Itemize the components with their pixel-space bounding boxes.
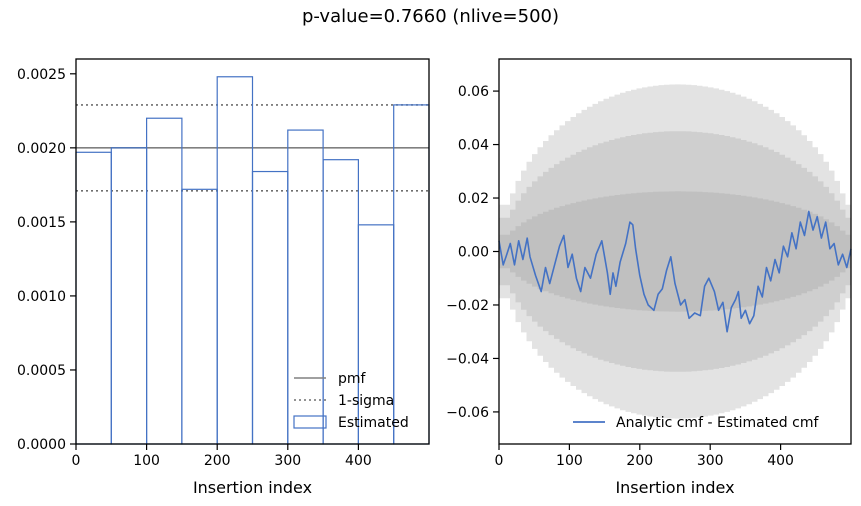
confidence-band-1 — [499, 191, 851, 312]
x-tick-label: 100 — [556, 453, 583, 469]
x-axis-label: Insertion index — [615, 478, 734, 497]
histogram-bar — [146, 117, 183, 445]
y-tick-label: 0.0015 — [17, 215, 66, 231]
histogram-bar — [251, 170, 289, 445]
y-tick-label: 0.0005 — [17, 363, 66, 379]
histogram-bar — [357, 224, 395, 445]
y-tick-label: −0.02 — [446, 298, 489, 314]
histogram-panel: 0 100 200 300 400 0.0000 0.0005 0.0010 0.0015 0.0… — [17, 58, 430, 497]
x-tick-label: 200 — [204, 453, 231, 469]
x-tick-label: 0 — [72, 453, 81, 469]
histogram-bar — [393, 104, 430, 445]
y-tick-label: 0.0000 — [17, 437, 66, 453]
histogram-bar — [181, 188, 218, 445]
y-tick-label: 0.06 — [458, 84, 489, 100]
y-tick-label: −0.06 — [446, 405, 489, 421]
y-tick-label: 0.04 — [458, 138, 489, 154]
histogram-bar — [110, 147, 148, 445]
y-tick-label: 0.0025 — [17, 67, 66, 83]
cmf-difference-panel: 0 100 200 300 400 −0.06 −0.04 −0.02 0.00 0.02 0.04… — [446, 58, 852, 497]
legend-estimated-swatch — [293, 415, 327, 429]
x-axis-label: Insertion index — [193, 478, 312, 497]
y-tick-label: 0.0020 — [17, 141, 66, 157]
x-tick-label: 400 — [345, 453, 372, 469]
y-tick-label: 0.00 — [458, 245, 489, 261]
figure-title: p-value=0.7660 (nlive=500) — [301, 6, 559, 27]
y-tick-label: 0.02 — [458, 191, 489, 207]
x-tick-label: 300 — [274, 453, 301, 469]
y-tick-label: 0.0010 — [17, 289, 66, 305]
x-tick-label: 300 — [697, 453, 724, 469]
plot-frame — [75, 58, 430, 445]
x-tick-label: 200 — [626, 453, 653, 469]
histogram-bar — [75, 151, 112, 445]
y-tick-label: −0.04 — [446, 351, 489, 367]
x-tick-label: 100 — [133, 453, 160, 469]
legend-estimated-label: Estimated — [338, 415, 409, 431]
legend-series-label: Analytic cmf - Estimated cmf — [616, 415, 819, 431]
legend-pmf-label: pmf — [338, 371, 367, 387]
histogram-bar — [216, 76, 254, 445]
x-tick-label: 400 — [767, 453, 794, 469]
histogram-bar — [287, 129, 324, 445]
legend-sigma-label: 1-sigma — [338, 393, 394, 409]
cmf-difference-line — [498, 210, 852, 333]
x-tick-label: 0 — [495, 453, 504, 469]
